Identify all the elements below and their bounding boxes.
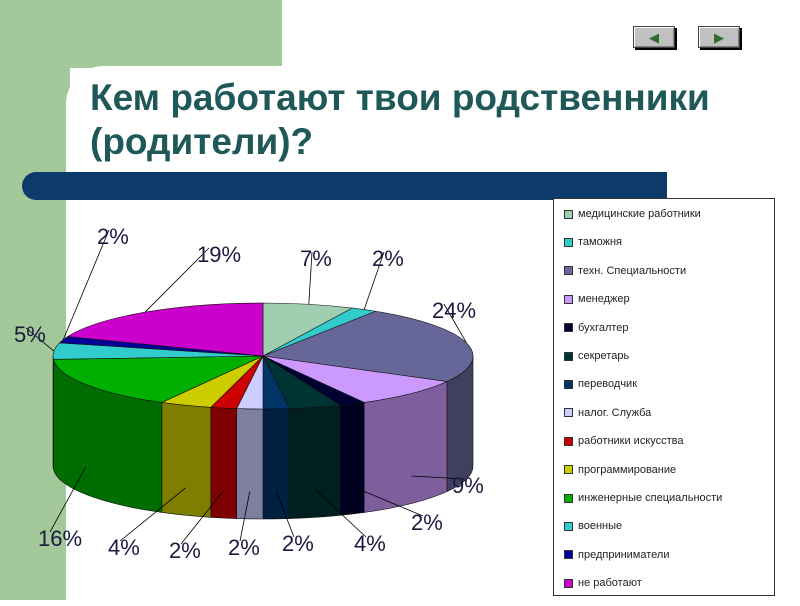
legend-label: не работают bbox=[578, 577, 642, 589]
legend-swatch bbox=[564, 522, 573, 531]
legend-label: предприниматели bbox=[578, 549, 669, 561]
legend-label: техн. Специальности bbox=[578, 265, 686, 277]
legend-swatch bbox=[564, 494, 573, 503]
legend-label: налог. Служба bbox=[578, 407, 651, 419]
legend-swatch bbox=[564, 238, 573, 247]
legend-item-военные: военные bbox=[564, 519, 622, 533]
legend-label: работники искусства bbox=[578, 435, 684, 447]
legend-label: секретарь bbox=[578, 350, 629, 362]
legend-swatch bbox=[564, 352, 573, 361]
chart-legend: медицинские работники таможня техн. Специа… bbox=[553, 198, 775, 596]
legend-item-медицинские-работники: медицинские работники bbox=[564, 207, 701, 221]
legend-swatch bbox=[564, 210, 573, 219]
legend-swatch bbox=[564, 550, 573, 559]
pct-label-работники-искусства: 2% bbox=[169, 538, 201, 563]
legend-label: военные bbox=[578, 520, 622, 532]
legend-swatch bbox=[564, 266, 573, 275]
legend-item-менеджер: менеджер bbox=[564, 292, 630, 306]
pct-label-военные: 5% bbox=[14, 322, 46, 347]
legend-label: таможня bbox=[578, 236, 622, 248]
legend-item-не-работают: не работают bbox=[564, 576, 642, 590]
pct-label-менеджер: 9% bbox=[452, 473, 484, 498]
legend-swatch bbox=[564, 323, 573, 332]
legend-item-секретарь: секретарь bbox=[564, 349, 629, 363]
pie-side-налог-служба bbox=[237, 409, 263, 519]
legend-item-налог-служба: налог. Служба bbox=[564, 406, 651, 420]
legend-swatch bbox=[564, 437, 573, 446]
legend-label: программирование bbox=[578, 464, 676, 476]
legend-swatch bbox=[564, 380, 573, 389]
legend-label: переводчик bbox=[578, 378, 637, 390]
pie-side-менеджер bbox=[364, 382, 447, 513]
pie-side-бухгалтер bbox=[340, 402, 364, 515]
legend-item-таможня: таможня bbox=[564, 235, 622, 249]
pct-label-программирование: 4% bbox=[108, 535, 140, 560]
pct-label-предприниматели: 2% bbox=[97, 224, 129, 249]
legend-swatch bbox=[564, 465, 573, 474]
pct-label-секретарь: 4% bbox=[354, 531, 386, 556]
legend-item-инженерные-специальности: инженерные специальности bbox=[564, 491, 722, 505]
legend-item-программирование: программирование bbox=[564, 463, 676, 477]
legend-item-переводчик: переводчик bbox=[564, 377, 637, 391]
legend-label: медицинские работники bbox=[578, 208, 701, 220]
pct-label-переводчик: 2% bbox=[282, 531, 314, 556]
pct-label-налог-служба: 2% bbox=[228, 535, 260, 560]
legend-label: инженерные специальности bbox=[578, 492, 722, 504]
pct-label-медицинские-работники: 7% bbox=[300, 246, 332, 271]
legend-swatch bbox=[564, 408, 573, 417]
legend-item-техн-специальности: техн. Специальности bbox=[564, 264, 686, 278]
pie-top bbox=[53, 303, 473, 409]
legend-item-бухгалтер: бухгалтер bbox=[564, 321, 629, 335]
pie-side-программирование bbox=[162, 402, 211, 517]
pct-label-техн-специальности: 24% bbox=[432, 298, 476, 323]
legend-swatch bbox=[564, 579, 573, 588]
legend-label: менеджер bbox=[578, 293, 630, 305]
legend-swatch bbox=[564, 295, 573, 304]
pct-label-таможня: 2% bbox=[372, 246, 404, 271]
pct-label-бухгалтер: 2% bbox=[411, 510, 443, 535]
pie-side-секретарь bbox=[289, 405, 340, 518]
pct-label-инженерные-специальности: 16% bbox=[38, 526, 82, 551]
legend-label: бухгалтер bbox=[578, 322, 629, 334]
legend-item-работники-искусства: работники искусства bbox=[564, 434, 684, 448]
legend-item-предприниматели: предприниматели bbox=[564, 548, 669, 562]
pie-side-переводчик bbox=[263, 409, 289, 519]
pct-label-не-работают: 19% bbox=[197, 242, 241, 267]
